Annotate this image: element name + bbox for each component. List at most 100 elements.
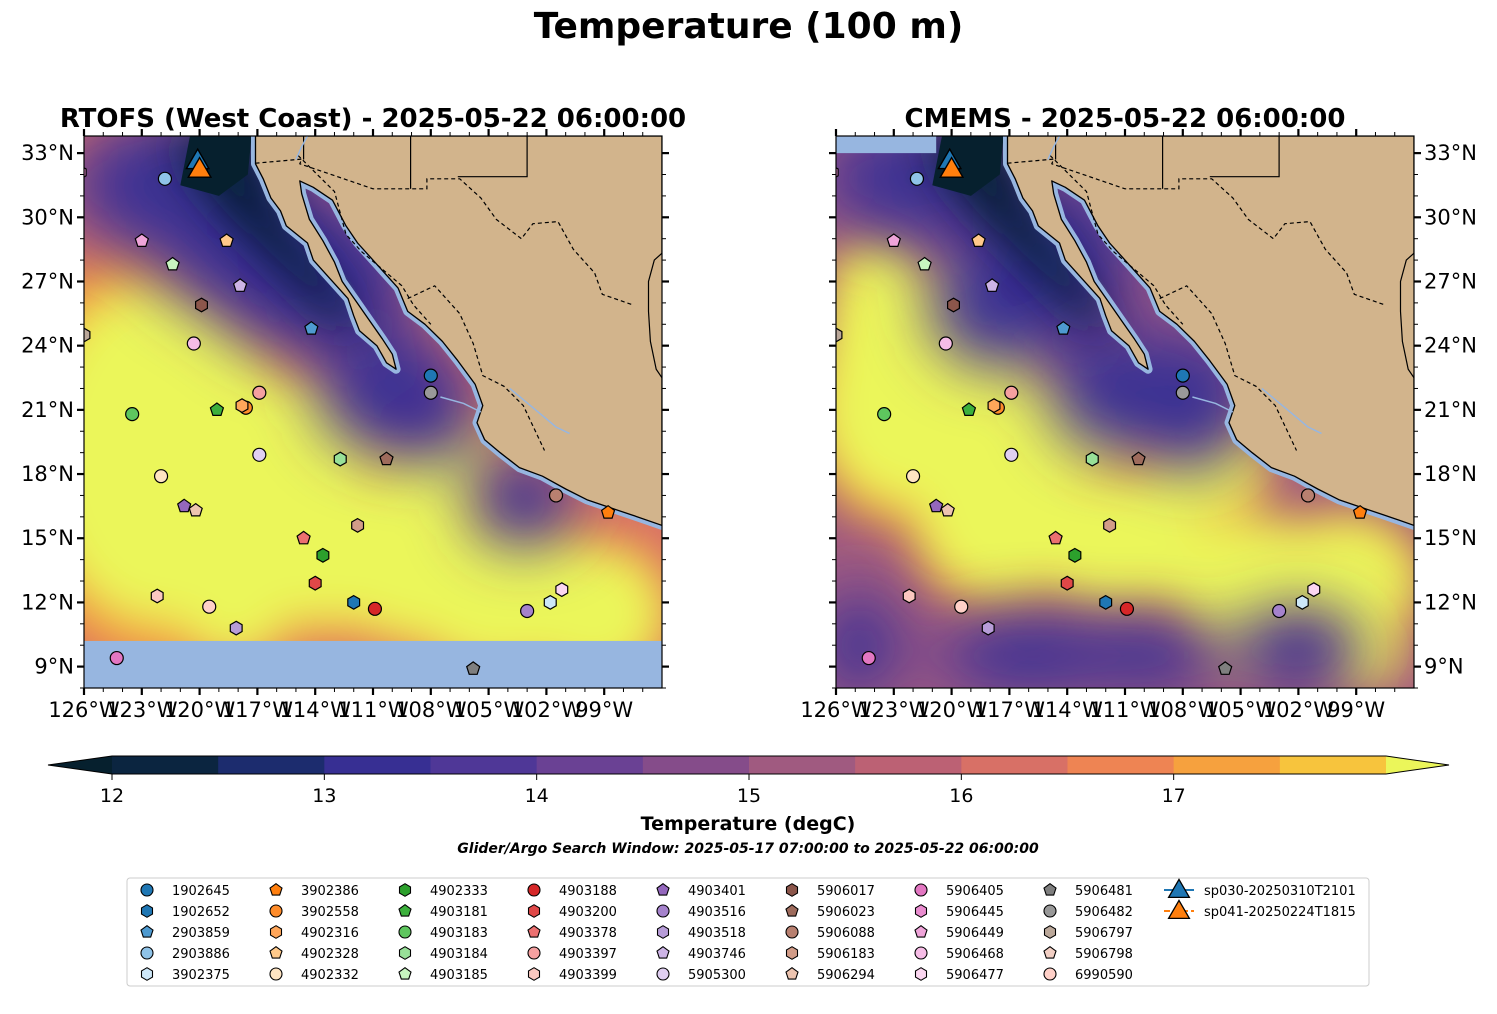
float-marker-5906468	[938, 336, 953, 351]
float-marker-1902652	[347, 594, 361, 610]
float-marker-4902328	[219, 233, 234, 247]
lon-tick-label: 108°W	[1147, 698, 1219, 722]
lon-tick-label: 126°W	[48, 698, 120, 722]
float-marker-4903185	[917, 256, 932, 271]
lon-tick-label: 120°W	[916, 698, 988, 722]
svg-text:2903886: 2903886	[172, 947, 230, 962]
float-marker-4902316	[987, 398, 1001, 414]
legend-item-5906477: 5906477	[914, 967, 1004, 983]
lat-tick-label: 18°N	[21, 462, 74, 486]
svg-text:5906449: 5906449	[946, 926, 1004, 941]
svg-text:4903399: 4903399	[559, 968, 617, 983]
svg-text:1902652: 1902652	[172, 905, 230, 920]
svg-text:5906797: 5906797	[1075, 926, 1133, 941]
float-marker-5906449	[886, 233, 902, 247]
legend-item-5906797: 5906797	[1043, 925, 1133, 941]
legend-item-6990590: 6990590	[1043, 967, 1133, 983]
svg-text:4902332: 4902332	[301, 968, 359, 983]
lat-tick-label: 12°N	[21, 590, 74, 614]
float-marker-5906449	[134, 233, 150, 247]
map-panel-cmems: 126°W123°W120°W117°W114°W111°W108°W105°W…	[800, 129, 1477, 722]
lat-tick-label: 33°N	[1424, 141, 1477, 165]
colorbar-tick-label: 15	[737, 785, 761, 807]
svg-text:sp041-20250224T1815: sp041-20250224T1815	[1204, 905, 1356, 920]
lat-tick-label: 27°N	[21, 269, 74, 293]
float-marker-4903200	[308, 575, 322, 591]
map-panel-rtofs: 126°W123°W120°W117°W114°W111°W108°W105°W…	[21, 129, 669, 722]
lat-tick-label: 15°N	[21, 526, 74, 550]
legend-item-2903859: 2903859	[140, 925, 230, 941]
land-mass	[1006, 136, 1414, 527]
svg-text:5906481: 5906481	[1075, 884, 1133, 899]
legend-item-5905300: 5905300	[656, 967, 746, 983]
float-marker-2903886	[909, 171, 925, 186]
legend-item-4903188: 4903188	[527, 883, 617, 899]
svg-text:5906183: 5906183	[817, 947, 875, 962]
svg-text:5906023: 5906023	[817, 905, 875, 920]
float-marker-5906481	[1217, 661, 1233, 675]
float-marker-2903886	[157, 171, 173, 186]
lat-tick-label: 24°N	[1424, 334, 1477, 358]
lon-tick-label: 99°W	[575, 698, 633, 722]
legend-item-4903183: 4903183	[398, 925, 488, 941]
svg-text:4903200: 4903200	[559, 905, 617, 920]
lon-tick-label: 99°W	[1327, 698, 1385, 722]
glider-marker-sp041-20250224T1815	[187, 156, 213, 178]
lon-tick-label: 111°W	[1089, 698, 1161, 722]
legend-item-4903185: 4903185	[398, 967, 488, 983]
float-marker-4903183	[125, 407, 140, 422]
lat-tick-label: 12°N	[1424, 590, 1477, 614]
lon-tick-label: 102°W	[511, 698, 583, 722]
lon-tick-label: 123°W	[106, 698, 178, 722]
legend-item-4903516: 4903516	[656, 904, 746, 920]
legend-item-4902316: 4902316	[269, 925, 359, 941]
float-marker-4902333	[316, 547, 330, 563]
float-marker-5906405	[861, 650, 876, 666]
colorbar: 12 13 14 15 16 17	[47, 755, 1450, 807]
float-marker-2903859	[1056, 320, 1071, 335]
legend-item-sp041-20250224T1815: sp041-20250224T1815	[1164, 899, 1356, 920]
legend-item-4903401: 4903401	[656, 883, 746, 899]
legend-item-5906449: 5906449	[914, 925, 1004, 941]
svg-text:3902386: 3902386	[301, 884, 359, 899]
float-marker-3902375	[543, 594, 557, 610]
lat-tick-label: 27°N	[1424, 269, 1477, 293]
svg-text:5906798: 5906798	[1075, 947, 1133, 962]
float-marker-3902386	[1352, 504, 1368, 519]
svg-text:4902316: 4902316	[301, 926, 359, 941]
colorbar-tick-label: 14	[525, 785, 549, 807]
float-marker-4903200	[1060, 575, 1074, 591]
figure-title: Temperature (100 m)	[533, 6, 964, 47]
legend-item-5906468: 5906468	[914, 946, 1004, 962]
float-marker-4903518	[229, 620, 243, 636]
float-marker-5906482	[1175, 385, 1190, 400]
legend-item-5906798: 5906798	[1043, 946, 1133, 962]
float-marker-5906405	[109, 650, 124, 666]
svg-text:4903518: 4903518	[688, 926, 746, 941]
legend-item-1902645: 1902645	[140, 883, 230, 899]
float-marker-4903184	[1085, 451, 1099, 467]
svg-text:4903185: 4903185	[430, 968, 488, 983]
colorbar-tick-label: 13	[312, 785, 336, 807]
lat-tick-label: 21°N	[1424, 398, 1477, 422]
float-marker-4903399	[150, 588, 164, 604]
lon-tick-label: 111°W	[337, 698, 409, 722]
float-marker-5905300	[1004, 447, 1019, 462]
lon-tick-label: 117°W	[222, 698, 294, 722]
float-marker-4903181	[961, 402, 977, 416]
colorbar-segment	[1067, 756, 1175, 774]
float-marker-5906797	[836, 327, 843, 343]
svg-text:4903397: 4903397	[559, 947, 617, 962]
float-marker-4903184	[333, 451, 347, 467]
lat-tick-label: 30°N	[1424, 205, 1477, 229]
legend-item-4903378: 4903378	[527, 925, 617, 941]
legend-item-4902332: 4902332	[269, 967, 359, 983]
map-axes: 126°W123°W120°W117°W114°W111°W108°W105°W…	[800, 129, 1477, 722]
svg-text:4902328: 4902328	[301, 947, 359, 962]
legend-item-2903886: 2903886	[140, 946, 230, 962]
lat-tick-label: 30°N	[21, 205, 74, 229]
svg-text:5906294: 5906294	[817, 968, 875, 983]
svg-text:5906482: 5906482	[1075, 905, 1133, 920]
float-marker-4903401	[928, 498, 944, 513]
